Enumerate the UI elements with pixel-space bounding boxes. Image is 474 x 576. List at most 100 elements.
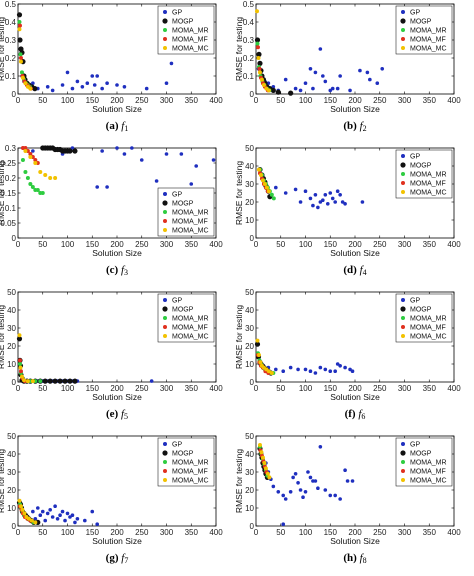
x-tick-label: 150 xyxy=(86,96,100,105)
x-tick-label: 100 xyxy=(61,528,75,537)
data-point-gp xyxy=(333,493,338,498)
x-tick-label: 350 xyxy=(423,528,437,537)
x-tick-label: 0 xyxy=(254,240,259,249)
data-point-moma-mr xyxy=(17,362,22,366)
chart-panel-2: 0 50 100 150 200 250 300 350 400 0 0.1 0.2 0.3 0.4 0.5… xyxy=(234,0,461,133)
data-point-gp xyxy=(338,497,342,501)
legend-marker xyxy=(163,210,167,214)
data-point-gp xyxy=(323,79,328,84)
data-point-moma-mc xyxy=(266,189,271,194)
x-tick-label: 50 xyxy=(38,240,47,249)
x-tick-label: 300 xyxy=(160,528,174,537)
data-point-gp xyxy=(164,81,169,85)
data-point-moma-mc xyxy=(256,353,261,357)
legend-entry: MOMA_MC xyxy=(410,190,447,197)
data-point-gp xyxy=(308,196,313,201)
data-point-moma-mc xyxy=(260,455,265,460)
data-point-gp xyxy=(375,81,380,85)
y-axis-label: RMSE for testing xyxy=(234,305,244,370)
x-tick-label: 350 xyxy=(423,384,437,393)
data-point-gp xyxy=(95,522,99,526)
data-point-mogp xyxy=(270,87,276,93)
data-point-gp xyxy=(318,200,323,204)
y-tick-label: 30 xyxy=(7,324,16,333)
data-point-gp xyxy=(50,515,55,519)
legend: GP MOGP MOMA_MR MOMA_MF MOMA_MC xyxy=(157,5,215,55)
x-tick-label: 200 xyxy=(110,96,124,105)
data-point-gp xyxy=(380,67,385,71)
y-tick-label: 50 xyxy=(7,432,16,441)
legend-marker xyxy=(400,306,406,312)
data-point-gp xyxy=(144,86,149,91)
data-point-gp xyxy=(283,77,288,82)
x-tick-label: 200 xyxy=(348,240,362,249)
data-point-gp xyxy=(83,518,87,523)
data-point-gp xyxy=(169,61,174,66)
y-tick-label: 0.1 xyxy=(5,204,17,213)
data-point-gp xyxy=(122,152,127,156)
legend-marker xyxy=(163,298,167,302)
caption-function: f xyxy=(121,120,126,132)
legend-entry: MOMA_MF xyxy=(172,325,208,332)
panel-caption: (d) f4 xyxy=(343,264,366,277)
data-point-gp xyxy=(68,515,72,519)
data-point-gp xyxy=(291,475,295,480)
legend-marker xyxy=(163,46,167,50)
data-point-gp xyxy=(211,158,216,162)
y-axis-label: RMSE for testing xyxy=(234,161,244,226)
y-tick-label: 20 xyxy=(245,198,254,207)
data-point-gp xyxy=(154,179,159,183)
caption-letter: (e) xyxy=(106,408,121,420)
x-tick-label: 0 xyxy=(16,240,21,249)
legend-marker xyxy=(162,450,168,456)
caption-letter: (c) xyxy=(106,264,121,276)
caption-subscript: 6 xyxy=(361,412,365,421)
x-tick-label: 250 xyxy=(135,240,149,249)
caption-letter: (d) xyxy=(343,264,359,276)
x-tick-label: 300 xyxy=(160,96,174,105)
x-tick-label: 100 xyxy=(299,240,313,249)
data-point-gp xyxy=(58,513,62,517)
legend-box xyxy=(395,293,453,343)
y-tick-label: 50 xyxy=(245,144,254,153)
data-point-gp xyxy=(303,367,308,372)
data-point-gp xyxy=(333,369,338,374)
data-point-moma-mc xyxy=(29,518,34,523)
data-point-moma-mc xyxy=(33,520,38,525)
data-point-mogp xyxy=(72,378,78,384)
y-tick-label: 10 xyxy=(245,216,254,225)
legend: GP MOGP MOMA_MR MOMA_MF MOMA_MC xyxy=(157,437,215,487)
x-tick-label: 50 xyxy=(276,528,285,537)
x-tick-label: 350 xyxy=(423,96,437,105)
data-point-moma-mr xyxy=(17,20,22,24)
legend-marker xyxy=(163,442,167,446)
legend-marker xyxy=(401,298,405,302)
x-axis-label: Solution Size xyxy=(92,248,142,258)
data-point-gp xyxy=(335,362,340,366)
x-tick-label: 0 xyxy=(16,528,21,537)
data-point-gp xyxy=(139,158,144,162)
legend-marker xyxy=(400,162,406,168)
y-tick-label: 0 xyxy=(250,90,255,99)
data-point-gp xyxy=(164,152,169,156)
legend-marker xyxy=(163,219,167,223)
data-point-gp xyxy=(43,518,48,523)
data-point-gp xyxy=(38,513,43,517)
legend-box xyxy=(157,5,215,55)
data-point-gp xyxy=(298,88,303,93)
data-point-moma-mc xyxy=(269,371,274,375)
legend: GP MOGP MOMA_MR MOMA_MF MOMA_MC xyxy=(395,437,453,487)
y-axis-label: RMSE for testing xyxy=(0,305,6,370)
legend-marker xyxy=(163,469,167,473)
data-point-gp xyxy=(318,365,323,370)
data-point-mogp xyxy=(257,60,263,66)
x-tick-label: 0 xyxy=(254,96,259,105)
data-point-moma-mc xyxy=(259,77,264,82)
legend-entry: MOMA_MC xyxy=(410,334,447,341)
legend-entry: MOGP xyxy=(410,307,432,314)
data-point-mogp xyxy=(72,148,78,154)
x-tick-label: 200 xyxy=(110,240,124,249)
y-tick-label: 40 xyxy=(7,450,16,459)
data-point-moma-mc xyxy=(266,369,271,374)
